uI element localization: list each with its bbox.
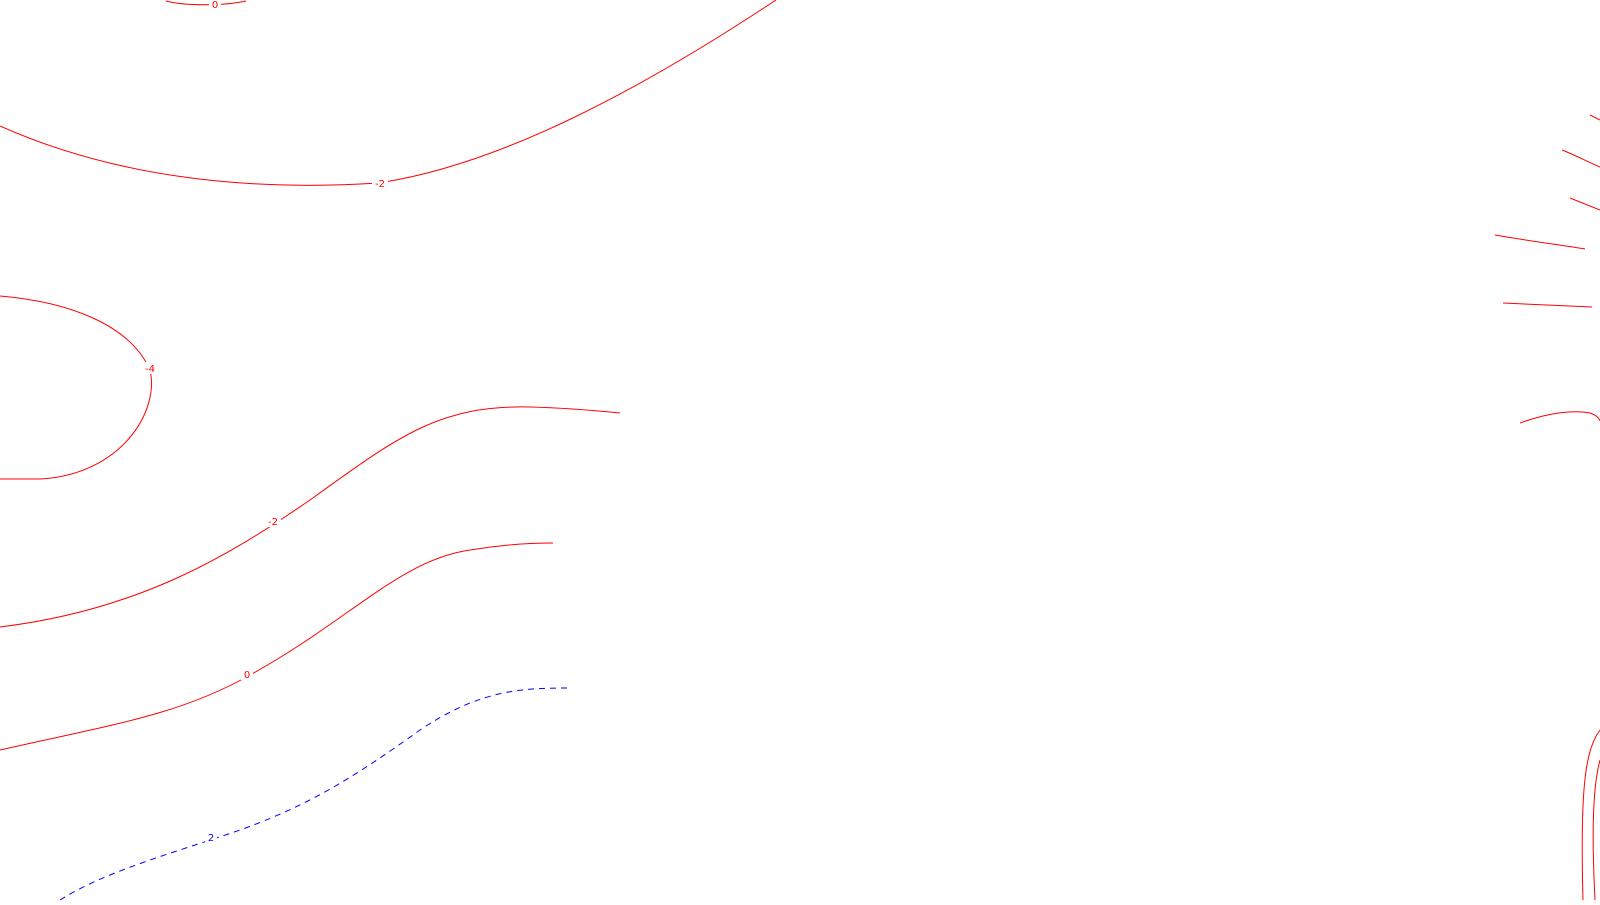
contour-fragment-right-7 xyxy=(1581,729,1600,901)
label-halo xyxy=(265,515,281,527)
contour-label-minus-two-upper: -2 xyxy=(375,179,385,190)
contour-label-minus-four-left: -4 xyxy=(145,364,155,375)
contour-label-two-bottom: 2 xyxy=(208,833,214,844)
contour-line-zero-top xyxy=(165,0,247,6)
contour-label-zero-lower: 0 xyxy=(244,670,250,681)
contour-fragment-right-5 xyxy=(1502,302,1593,308)
contour-fragment-right-8 xyxy=(1592,759,1600,901)
contour-fragment-right-4 xyxy=(1494,234,1586,250)
label-halo xyxy=(209,0,221,10)
label-halo xyxy=(241,668,253,680)
label-halo xyxy=(142,362,158,374)
contour-line-minus-four-left xyxy=(0,295,152,480)
contour-line-minus-two-middle xyxy=(0,406,621,628)
label-halo xyxy=(372,178,388,190)
contour-label-zero-top: 0 xyxy=(212,0,218,11)
contour-fragment-right-6 xyxy=(1519,411,1600,424)
contour-fragment-right-1 xyxy=(1589,114,1600,121)
contour-line-zero-lower xyxy=(0,542,554,751)
contour-fragment-right-2 xyxy=(1561,149,1600,168)
contour-fragment-right-3 xyxy=(1569,197,1600,211)
label-halo xyxy=(205,831,217,843)
contour-line-minus-two-upper xyxy=(0,0,777,186)
contour-line-two-bottom xyxy=(59,687,571,901)
contour-label-minus-two-middle: -2 xyxy=(268,517,278,528)
